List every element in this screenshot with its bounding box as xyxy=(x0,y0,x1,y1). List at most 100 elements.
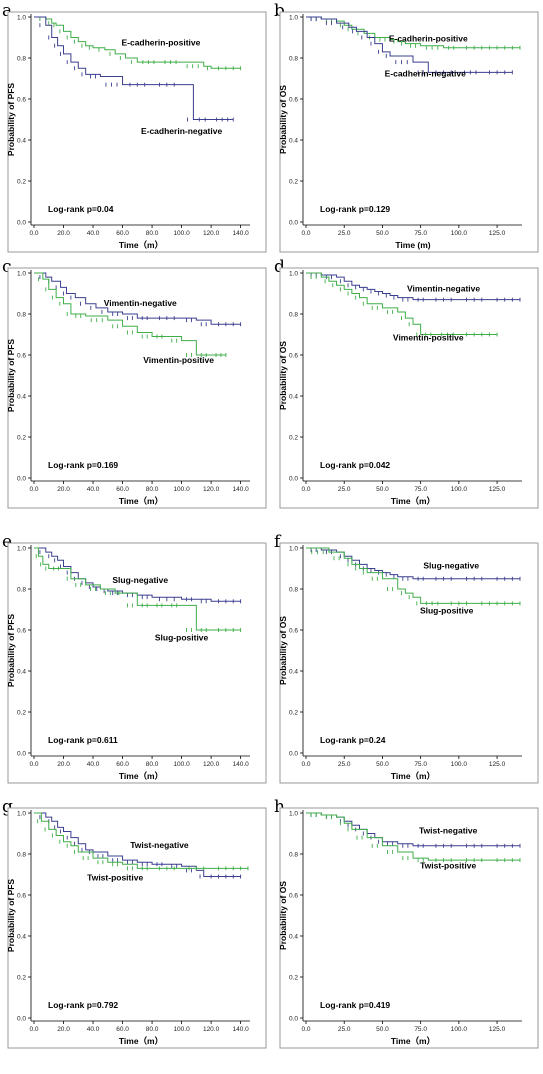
panel-b: b 0.0 0.2 0.4 0.6 0.8 1.0 0.0 25.0 50.0 75.0 100.0 1… xyxy=(272,0,543,268)
y-tick-label: 0.6 xyxy=(289,627,298,634)
y-axis-title: Probability of OS xyxy=(278,616,288,685)
x-tick-label: 20.0 xyxy=(57,761,70,768)
series-line-e-cadherin-negative xyxy=(34,16,234,120)
panel-letter: e xyxy=(2,532,12,552)
y-tick-label: 0.6 xyxy=(17,627,26,634)
series-label: Vimentin-negative xyxy=(407,283,480,293)
km-chart: f 0.0 0.2 0.4 0.6 0.8 1.0 0.0 25.0 50.0 75.0 100.0 1… xyxy=(274,532,539,784)
panel-a: a 0.0 0.2 0.4 0.6 0.8 1.0 0.0 20.0 40.0 60.0 80.0 10… xyxy=(0,0,271,268)
panel-h: h 0.0 0.2 0.4 0.6 0.8 1.0 0.0 25.0 50.0 75.0 100.0 1… xyxy=(272,796,543,1064)
y-tick-label: 0.2 xyxy=(17,434,26,441)
y-tick-label: 0.0 xyxy=(17,750,26,757)
y-axis-title: Probability of OS xyxy=(278,85,288,154)
x-tick-label: 140.0 xyxy=(232,486,249,493)
x-tick-label: 25.0 xyxy=(338,1026,351,1033)
x-tick-label: 100.0 xyxy=(173,230,190,237)
x-tick-label: 0.0 xyxy=(301,230,310,237)
chart-frame xyxy=(7,807,267,1049)
y-tick-label: 0.8 xyxy=(289,586,298,593)
x-tick-label: 80.0 xyxy=(146,1026,159,1033)
series-line-slug-negative xyxy=(34,547,241,602)
panel-f: f 0.0 0.2 0.4 0.6 0.8 1.0 0.0 25.0 50.0 75.0 100.0 1… xyxy=(272,531,543,799)
km-chart: h 0.0 0.2 0.4 0.6 0.8 1.0 0.0 25.0 50.0 75.0 100.0 1… xyxy=(274,797,539,1049)
panel-letter: f xyxy=(274,532,282,552)
series-line-slug-positive xyxy=(34,547,241,631)
y-tick-label: 0.0 xyxy=(17,219,26,226)
y-tick-label: 0.2 xyxy=(289,709,298,716)
y-tick-label: 1.0 xyxy=(289,810,298,817)
x-tick-label: 75.0 xyxy=(414,761,427,768)
log-rank-p-value: Log-rank p=0.792 xyxy=(48,1000,118,1010)
series-line-vimentin-negative xyxy=(34,272,241,325)
y-axis-title: Probability of OS xyxy=(278,881,288,950)
chart-frame xyxy=(279,11,539,253)
chart-frame xyxy=(7,11,267,253)
x-tick-label: 125.0 xyxy=(489,761,506,768)
y-axis-title: Probability of PFS xyxy=(6,83,16,157)
y-tick-label: 0.0 xyxy=(289,475,298,482)
y-tick-label: 0.0 xyxy=(17,475,26,482)
series-label: E-cadherin-positive xyxy=(121,38,200,48)
panel-c: c 0.0 0.2 0.4 0.6 0.8 1.0 0.0 20.0 40.0 60.0 80.0 10… xyxy=(0,256,271,524)
y-tick-label: 0.4 xyxy=(17,668,26,675)
x-axis-title: Time（m） xyxy=(119,496,163,506)
x-tick-label: 120.0 xyxy=(203,230,220,237)
y-tick-label: 0.0 xyxy=(289,1015,298,1022)
km-chart: e 0.0 0.2 0.4 0.6 0.8 1.0 0.0 20.0 40.0 60.0 80.0 10… xyxy=(2,532,267,784)
x-tick-label: 40.0 xyxy=(87,1026,100,1033)
y-tick-label: 0.8 xyxy=(289,55,298,62)
log-rank-p-value: Log-rank p=0.169 xyxy=(48,460,118,470)
x-tick-label: 0.0 xyxy=(301,486,310,493)
series-line-e-cadherin-negative xyxy=(306,16,513,73)
y-tick-label: 0.6 xyxy=(289,96,298,103)
x-tick-label: 100.0 xyxy=(451,761,468,768)
x-tick-label: 40.0 xyxy=(87,486,100,493)
x-tick-label: 40.0 xyxy=(87,230,100,237)
panel-letter: g xyxy=(2,797,13,817)
x-tick-label: 50.0 xyxy=(376,486,389,493)
x-tick-label: 100.0 xyxy=(173,486,190,493)
series-label: Vimentin-positive xyxy=(143,355,214,365)
series-label: E-cadherin-positive xyxy=(389,34,468,44)
x-tick-label: 20.0 xyxy=(57,1026,70,1033)
chart-frame xyxy=(7,542,267,784)
y-tick-label: 0.6 xyxy=(17,892,26,899)
panel-letter: a xyxy=(2,1,12,21)
y-tick-label: 0.8 xyxy=(17,586,26,593)
chart-frame xyxy=(279,807,539,1049)
y-tick-label: 0.8 xyxy=(17,851,26,858)
x-tick-label: 50.0 xyxy=(376,230,389,237)
y-tick-label: 0.6 xyxy=(289,892,298,899)
x-tick-label: 80.0 xyxy=(146,230,159,237)
y-tick-label: 0.2 xyxy=(17,178,26,185)
km-chart: g 0.0 0.2 0.4 0.6 0.8 1.0 0.0 20.0 40.0 60.0 80.0 10… xyxy=(2,797,267,1049)
panel-letter: h xyxy=(274,797,285,817)
x-axis-title: Time（m） xyxy=(119,240,163,250)
x-tick-label: 0.0 xyxy=(29,486,38,493)
y-tick-label: 1.0 xyxy=(17,270,26,277)
x-tick-label: 80.0 xyxy=(146,761,159,768)
log-rank-p-value: Log-rank p=0.24 xyxy=(320,735,386,745)
series-label: Twist-negative xyxy=(130,840,189,850)
y-tick-label: 1.0 xyxy=(17,545,26,552)
series-label: Slug-negative xyxy=(112,575,168,585)
y-tick-label: 1.0 xyxy=(17,14,26,21)
x-axis-title: Time（m） xyxy=(391,1036,435,1046)
x-tick-label: 100.0 xyxy=(451,230,468,237)
x-tick-label: 100.0 xyxy=(451,1026,468,1033)
y-axis-title: Probability of OS xyxy=(278,341,288,410)
panel-e: e 0.0 0.2 0.4 0.6 0.8 1.0 0.0 20.0 40.0 60.0 80.0 10… xyxy=(0,531,271,799)
panel-g: g 0.0 0.2 0.4 0.6 0.8 1.0 0.0 20.0 40.0 60.0 80.0 10… xyxy=(0,796,271,1064)
chart-frame xyxy=(7,267,267,509)
y-tick-label: 1.0 xyxy=(17,810,26,817)
x-tick-label: 100.0 xyxy=(173,761,190,768)
x-tick-label: 50.0 xyxy=(376,1026,389,1033)
x-axis-title: Time（m） xyxy=(391,771,435,781)
log-rank-p-value: Log-rank p=0.04 xyxy=(48,204,114,214)
series-line-vimentin-positive xyxy=(306,272,498,335)
x-tick-label: 0.0 xyxy=(301,1026,310,1033)
series-line-twist-positive xyxy=(34,812,248,869)
series-label: Twist-positive xyxy=(87,873,143,883)
x-tick-label: 125.0 xyxy=(489,1026,506,1033)
